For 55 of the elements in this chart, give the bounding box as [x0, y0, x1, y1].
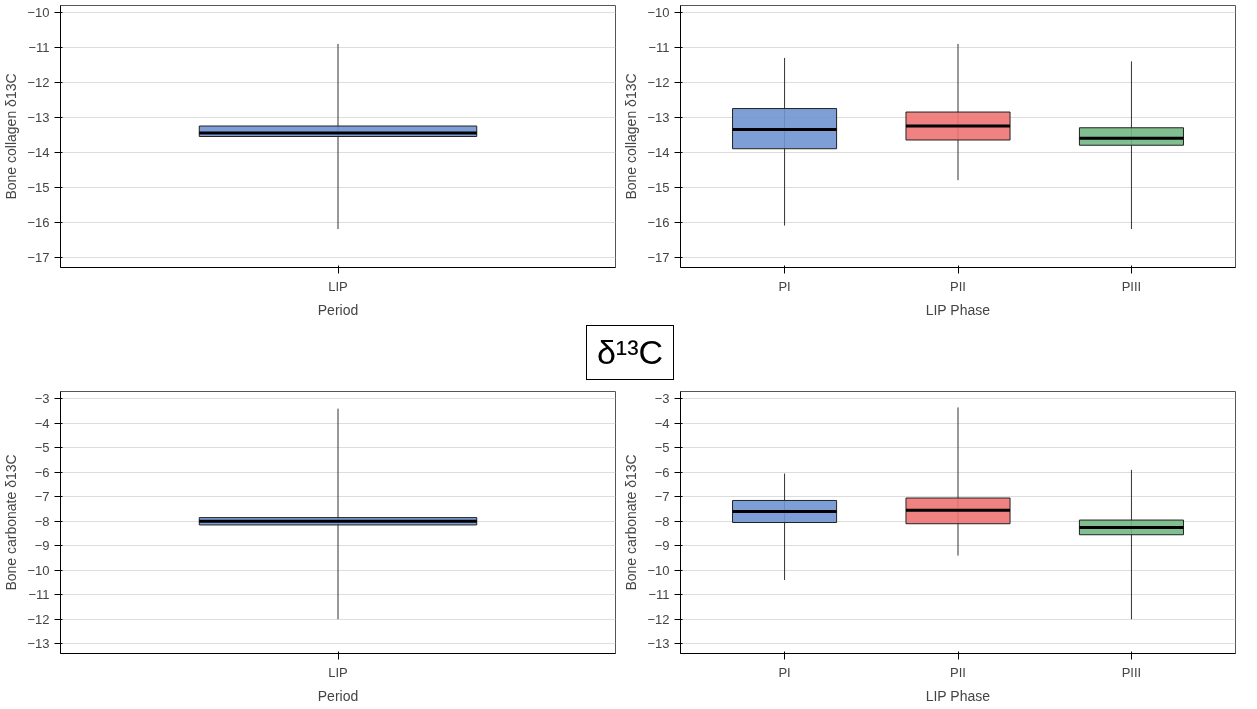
x-tick-label: LIP: [328, 664, 348, 680]
y-tick-label: −13: [647, 636, 670, 652]
y-tick-label: −4: [34, 415, 50, 431]
y-tick-label: −14: [27, 144, 50, 160]
x-tick-label: PII: [950, 664, 966, 680]
y-tick-label: −11: [28, 39, 50, 55]
y-tick-label: −3: [654, 391, 670, 407]
y-tick-label: −13: [27, 636, 50, 652]
y-tick-label: −6: [34, 464, 50, 480]
y-tick-label: −7: [654, 489, 670, 505]
y-tick-label: −5: [34, 440, 50, 456]
y-tick-label: −3: [34, 391, 50, 407]
x-tick-label: PI: [778, 278, 791, 294]
y-tick-label: −4: [654, 415, 670, 431]
x-axis-title: LIP Phase: [925, 687, 991, 704]
y-tick-label: −15: [27, 179, 50, 195]
y-tick-label: −13: [647, 109, 670, 125]
y-tick-label: −12: [647, 74, 670, 90]
y-tick-label: −8: [34, 513, 50, 529]
x-axis-title: Period: [317, 687, 359, 704]
x-tick-label: PIII: [1121, 278, 1142, 294]
y-tick-label: −10: [27, 562, 50, 578]
text: δ¹³C: [585, 325, 675, 380]
y-tick-label: −10: [647, 562, 670, 578]
y-tick-label: −9: [34, 538, 50, 554]
y-tick-label: −16: [647, 214, 670, 230]
y-tick-label: −14: [647, 144, 670, 160]
y-axis-title: Bone carbonate δ13C: [3, 454, 20, 591]
y-tick-label: −11: [648, 587, 670, 603]
y-axis-title: Bone collagen δ13C: [623, 73, 640, 200]
y-tick-label: −13: [27, 109, 50, 125]
y-tick-label: −12: [647, 611, 670, 627]
y-tick-label: −12: [27, 611, 50, 627]
x-tick-label: PIII: [1121, 664, 1142, 680]
x-axis-title: Period: [317, 301, 359, 318]
y-tick-label: −11: [648, 39, 670, 55]
y-tick-label: −10: [647, 4, 670, 20]
x-tick-label: PI: [778, 664, 791, 680]
y-tick-label: −16: [27, 214, 50, 230]
x-tick-label: LIP: [328, 278, 348, 294]
y-tick-label: −15: [647, 179, 670, 195]
y-axis-title: Bone collagen δ13C: [3, 73, 20, 200]
y-tick-label: −12: [27, 74, 50, 90]
y-axis-title: Bone carbonate δ13C: [623, 454, 640, 591]
y-tick-label: −17: [27, 249, 50, 265]
y-tick-label: −8: [654, 513, 670, 529]
y-tick-label: −7: [34, 489, 50, 505]
y-tick-label: −6: [654, 464, 670, 480]
y-tick-label: −17: [647, 249, 670, 265]
x-axis-title: LIP Phase: [925, 301, 991, 318]
x-tick-label: PII: [950, 278, 966, 294]
y-tick-label: −10: [27, 4, 50, 20]
y-tick-label: −5: [654, 440, 670, 456]
y-tick-label: −11: [28, 587, 50, 603]
y-tick-label: −9: [654, 538, 670, 554]
